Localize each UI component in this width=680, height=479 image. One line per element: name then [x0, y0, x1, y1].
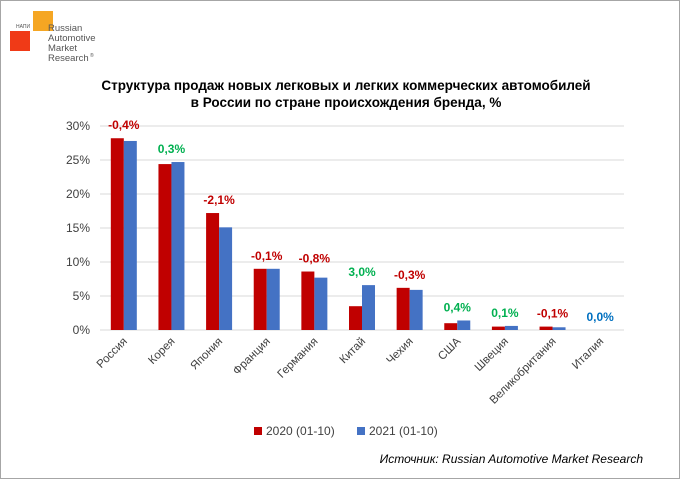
- logo-small-text: НАПИ: [16, 24, 30, 30]
- change-label: -0,4%: [108, 118, 140, 132]
- change-label: 0,0%: [587, 310, 615, 324]
- x-tick-label: Корея: [146, 336, 177, 367]
- y-tick-label: 10%: [66, 255, 90, 269]
- bar-2021: [362, 285, 375, 330]
- legend-swatch: [254, 427, 262, 435]
- y-tick-label: 30%: [66, 119, 90, 133]
- x-tick-label: Германия: [276, 336, 321, 381]
- bar-2021: [409, 289, 423, 330]
- chart-title: Структура продаж новых легковых и легких…: [61, 77, 631, 111]
- logo-line: Market: [48, 43, 77, 54]
- bar-2020: [349, 306, 362, 330]
- logo-orange-square: [33, 11, 53, 31]
- x-tick-label: Чехия: [384, 336, 415, 367]
- change-label: 3,0%: [348, 265, 376, 279]
- y-tick-label: 0%: [73, 323, 91, 337]
- bar-2020: [206, 213, 220, 330]
- bar-2021: [457, 320, 471, 330]
- x-tick-label: Франция: [231, 336, 273, 378]
- legend-label: 2021 (01-10): [369, 424, 438, 438]
- bar-2020: [301, 271, 315, 330]
- x-tick-label: Россия: [95, 336, 130, 371]
- bar-2020: [158, 164, 172, 330]
- y-tick-label: 25%: [66, 153, 90, 167]
- source-note: Источник: Russian Automotive Market Rese…: [379, 452, 643, 466]
- change-label: 0,3%: [158, 142, 186, 156]
- y-tick-label: 5%: [73, 289, 91, 303]
- x-tick-label: Италия: [570, 336, 606, 372]
- bar-2020: [539, 326, 553, 330]
- legend-swatch: [357, 427, 365, 435]
- change-label: 0,4%: [444, 300, 472, 314]
- bar-2021: [219, 227, 233, 330]
- logo: НАПИ Russian Automotive Market Research …: [9, 11, 119, 96]
- y-tick-label: 20%: [66, 187, 90, 201]
- change-label: -0,1%: [537, 307, 569, 321]
- legend-label: 2020 (01-10): [266, 424, 335, 438]
- logo-line: Automotive: [48, 33, 96, 44]
- logo-mark: ®: [90, 52, 94, 59]
- logo-line: Russian: [48, 23, 82, 34]
- change-label: -0,8%: [299, 252, 331, 266]
- title-line: в России по стране происхождения бренда,…: [190, 95, 502, 110]
- bar-2020: [396, 287, 410, 330]
- bar-2020: [253, 268, 267, 330]
- title-line: Структура продаж новых легковых и легких…: [101, 78, 591, 93]
- bar-2021: [552, 327, 566, 330]
- logo-red-square: [10, 31, 30, 51]
- change-label: -0,3%: [394, 268, 426, 282]
- bar-2021: [123, 140, 137, 330]
- change-label: -2,1%: [203, 193, 235, 207]
- y-tick-label: 15%: [66, 221, 90, 235]
- change-label: 0,1%: [491, 306, 519, 320]
- change-label: -0,1%: [251, 249, 283, 263]
- x-tick-label: Китай: [338, 336, 368, 366]
- plot-area: 0% 5% 10% 15% 20% 25% 30% -0,4% Россия 0,3% Корея -…: [66, 118, 624, 438]
- bar-2021: [266, 268, 280, 330]
- x-tick-label: Швеция: [473, 336, 511, 374]
- x-tick-label: США: [436, 335, 463, 362]
- bar-2020: [444, 323, 458, 330]
- bar-2020: [491, 326, 505, 330]
- bar-2021: [171, 162, 185, 330]
- bar-2021: [504, 325, 518, 330]
- x-tick-label: Япония: [188, 336, 225, 373]
- bar-2020: [110, 138, 124, 330]
- logo-line: Research: [48, 53, 89, 64]
- bar-2021: [314, 277, 328, 330]
